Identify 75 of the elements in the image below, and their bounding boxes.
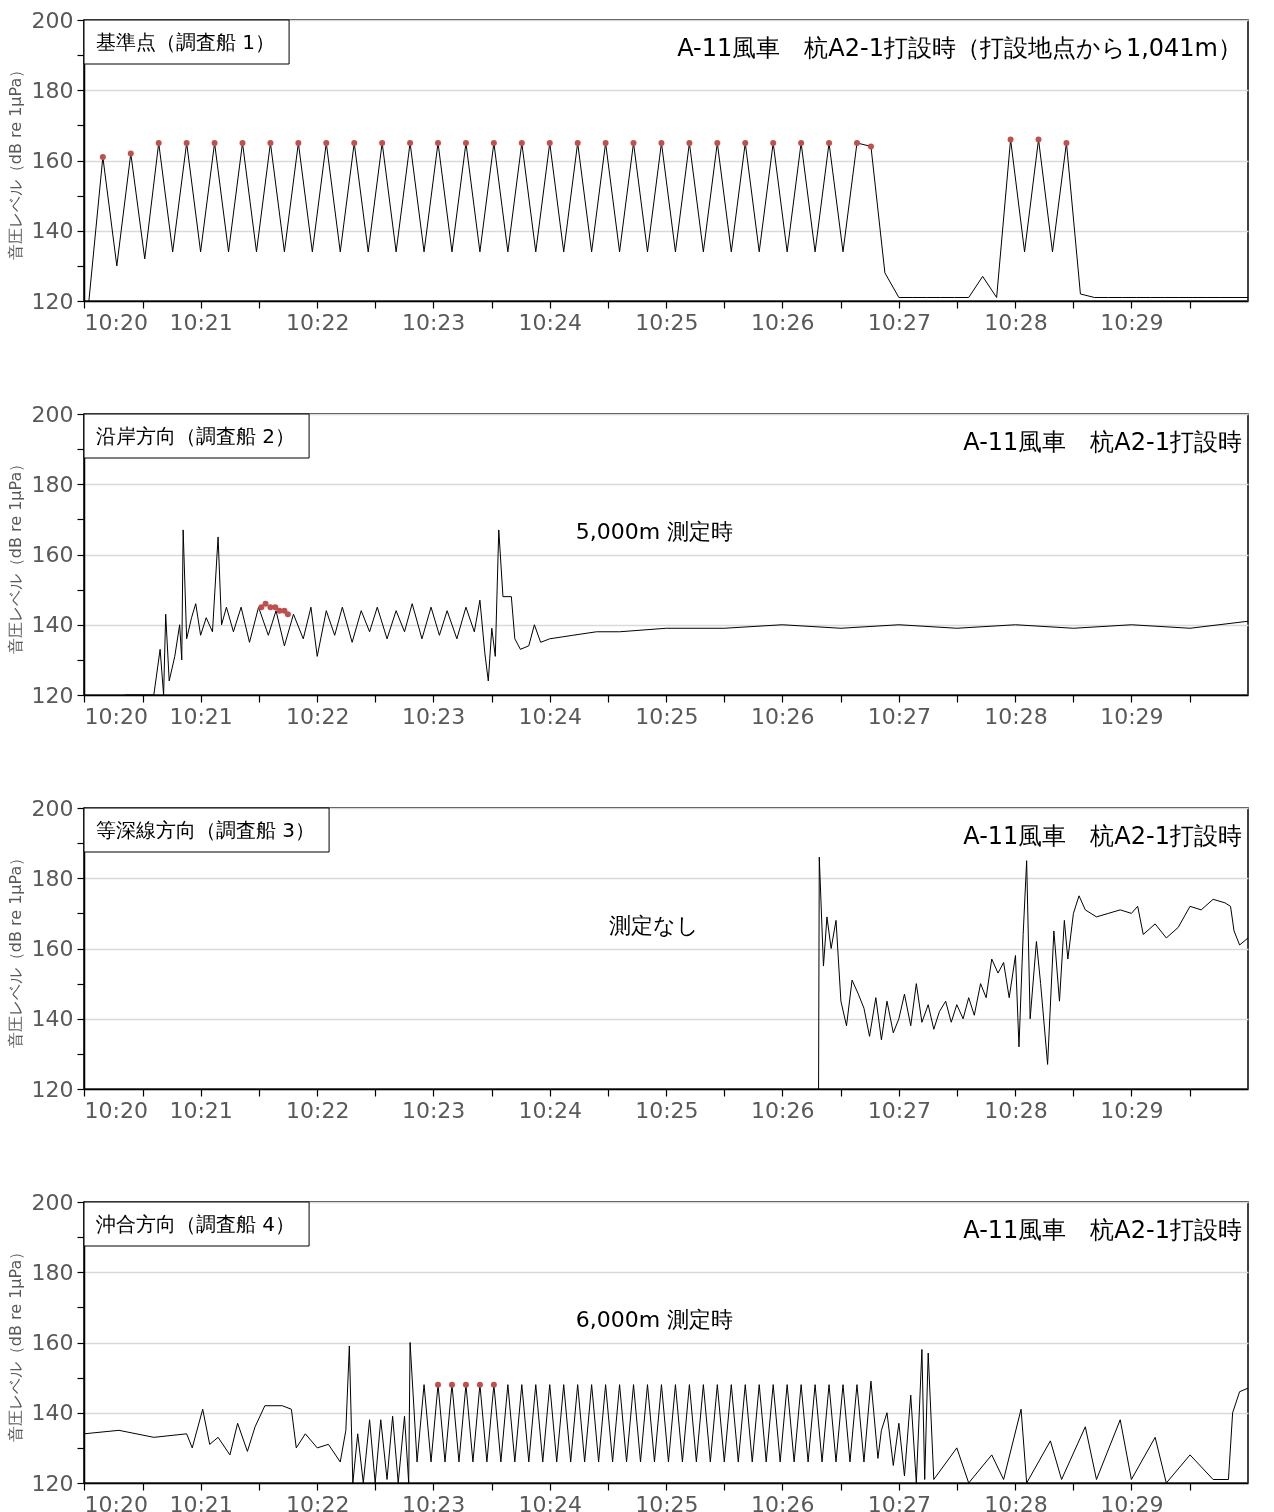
text: A-11風車 杭A2-1打設時 (963, 1216, 1242, 1244)
annotation: 5,000m 測定時 (575, 519, 734, 545)
x-tick-label: 10:27 (867, 309, 932, 335)
x-tick-label: 10:22 (286, 309, 350, 335)
x-tick-label: 10:23 (401, 703, 466, 729)
y-tick-label: 160 (31, 542, 74, 567)
text: 基準点（調査船 1） (96, 30, 276, 54)
y-axis-title: 音圧レベル（dB re 1μPa） (5, 455, 25, 655)
y-tick-label: 120 (31, 1076, 74, 1102)
x-tick-label: 10:28 (984, 703, 1048, 729)
x-tick-label: 10:27 (867, 1491, 932, 1512)
x-tick-label: 10:21 (169, 309, 233, 335)
x-tick-label: 10:26 (751, 1491, 815, 1512)
y-tick-label: 200 (31, 401, 74, 427)
x-tick-label: 10:28 (984, 309, 1048, 335)
x-tick-label: 10:29 (1100, 703, 1164, 729)
y-tick-label: 140 (31, 218, 74, 244)
annotation: 測定なし (609, 913, 700, 939)
x-tick-label: 10:24 (518, 309, 582, 335)
x-tick-label: 10:26 (751, 1097, 815, 1123)
x-tick-label: 10:29 (1100, 309, 1164, 335)
x-tick-label: 10:20 (84, 703, 148, 729)
x-tick-label: 10:20 (84, 1491, 148, 1512)
x-tick-label: 10:25 (635, 1097, 699, 1123)
y-tick-label: 180 (31, 471, 74, 497)
x-tick-label: 10:24 (518, 703, 582, 729)
y-tick-label: 180 (31, 1259, 74, 1285)
x-tick-label: 10:26 (751, 703, 815, 729)
text: A-11風車 杭A2-1打設時 (963, 822, 1242, 850)
y-tick-label: 200 (31, 7, 74, 33)
y-tick-label: 160 (31, 936, 74, 961)
y-tick-label: 140 (31, 1400, 74, 1426)
x-tick-label: 10:21 (169, 703, 233, 729)
x-tick-label: 10:24 (518, 1097, 582, 1123)
y-tick-label: 160 (31, 148, 74, 173)
text: A-11風車 杭A2-1打設時 (963, 428, 1242, 456)
x-tick-label: 10:21 (169, 1097, 233, 1123)
y-tick-label: 120 (31, 682, 74, 708)
x-tick-label: 10:25 (635, 1491, 699, 1512)
x-tick-label: 10:22 (286, 703, 350, 729)
y-tick-label: 160 (31, 1330, 74, 1355)
x-tick-label: 10:22 (286, 1097, 350, 1123)
x-tick-label: 10:29 (1100, 1491, 1164, 1512)
y-tick-label: 180 (31, 865, 74, 891)
x-tick-label: 10:20 (84, 309, 148, 335)
annotation: 6,000m 測定時 (575, 1307, 734, 1333)
y-axis-title: 音圧レベル（dB re 1μPa） (5, 849, 25, 1049)
x-tick-label: 10:20 (84, 1097, 148, 1123)
text: 沖合方向（調査船 4） (96, 1212, 296, 1236)
x-tick-label: 10:23 (401, 1491, 466, 1512)
y-axis-title: 音圧レベル（dB re 1μPa） (5, 61, 25, 261)
x-tick-label: 10:25 (635, 309, 699, 335)
y-tick-label: 200 (31, 1189, 74, 1215)
x-tick-label: 10:27 (867, 1097, 932, 1123)
x-tick-label: 10:24 (518, 1491, 582, 1512)
y-tick-label: 180 (31, 77, 74, 103)
x-tick-label: 10:29 (1100, 1097, 1164, 1123)
text: A-11風車 杭A2-1打設時（打設地点から1,041m） (677, 34, 1242, 62)
y-tick-label: 140 (31, 612, 74, 638)
y-tick-label: 120 (31, 1470, 74, 1496)
y-axis-title: 音圧レベル（dB re 1μPa） (5, 1243, 25, 1443)
x-tick-label: 10:27 (867, 703, 932, 729)
x-tick-label: 10:22 (286, 1491, 350, 1512)
x-tick-label: 10:28 (984, 1491, 1048, 1512)
x-tick-label: 10:21 (169, 1491, 233, 1512)
x-tick-label: 10:28 (984, 1097, 1048, 1123)
x-tick-label: 10:23 (401, 1097, 466, 1123)
x-tick-label: 10:23 (401, 309, 466, 335)
text: 等深線方向（調査船 3） (96, 818, 316, 842)
y-tick-label: 140 (31, 1006, 74, 1032)
y-tick-label: 120 (31, 288, 74, 314)
x-tick-label: 10:26 (751, 309, 815, 335)
x-tick-label: 10:25 (635, 703, 699, 729)
y-tick-label: 200 (31, 795, 74, 821)
text: 沿岸方向（調査船 2） (96, 424, 296, 448)
